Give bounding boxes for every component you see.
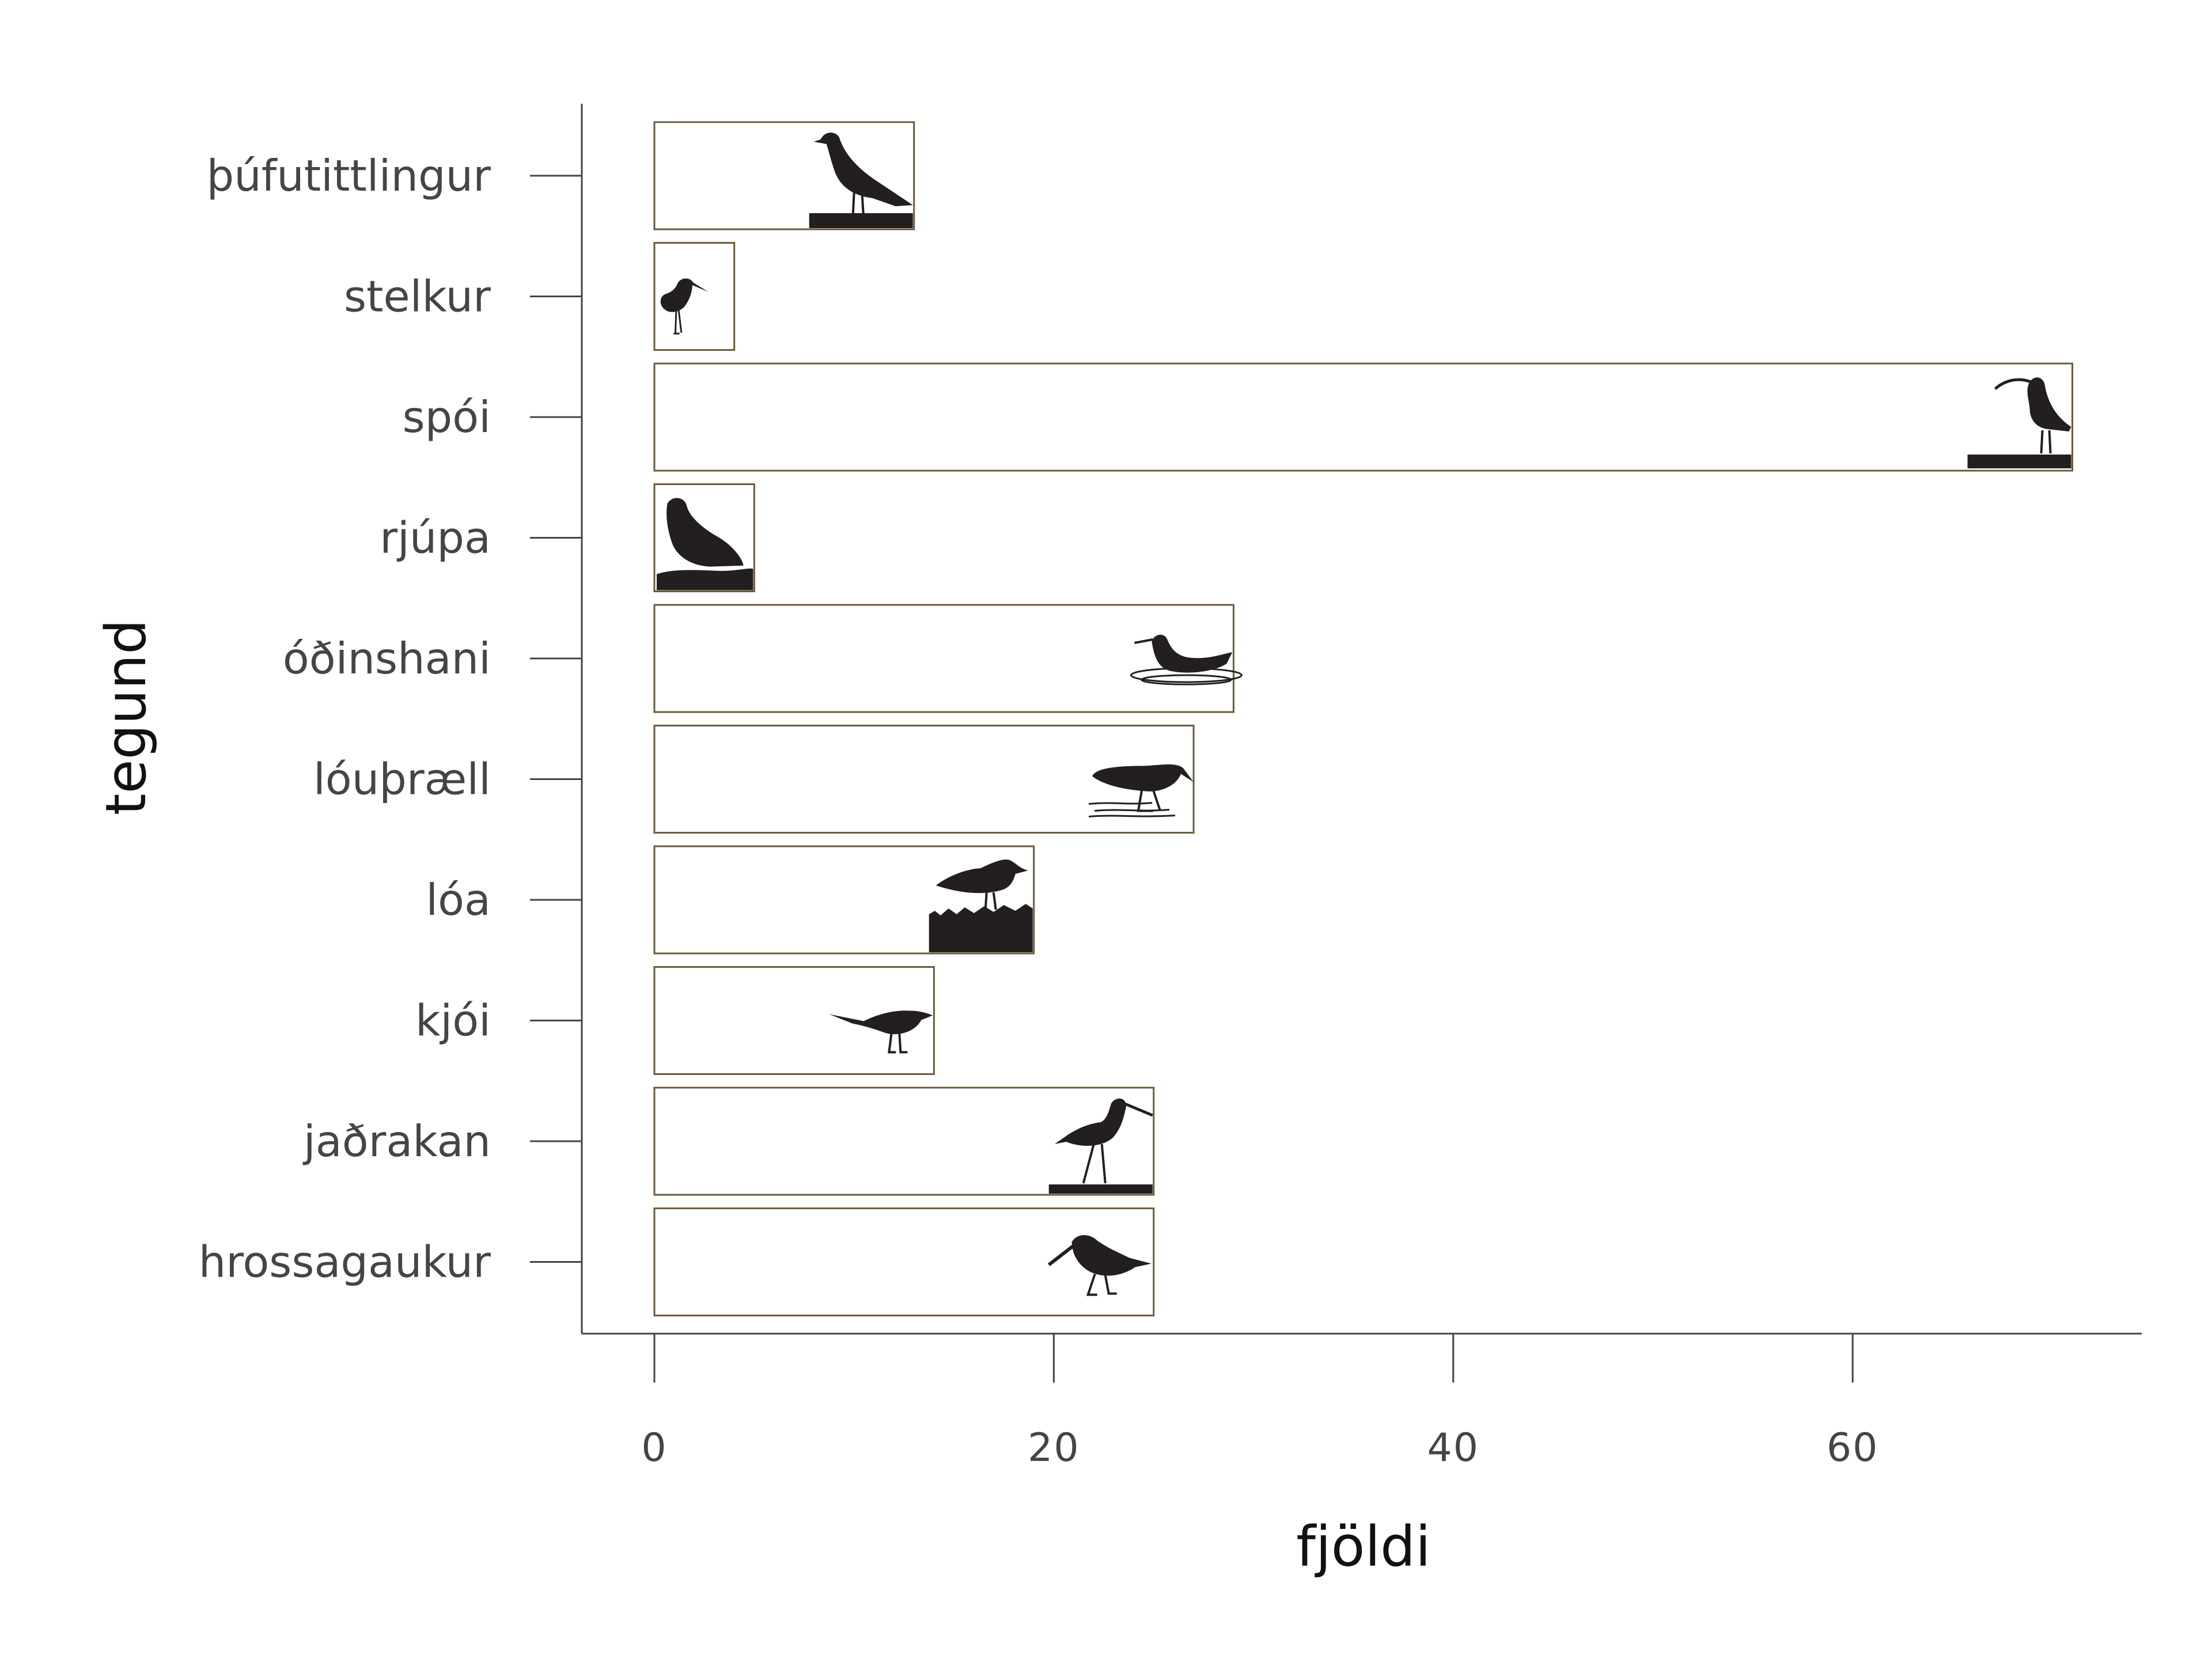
y-axis-title: tegund — [94, 619, 158, 815]
y-tick-label: kjói — [415, 995, 491, 1046]
bar — [653, 121, 915, 230]
godwit-silhouette-icon — [1048, 1098, 1153, 1194]
snipe-silhouette-icon — [1047, 1235, 1152, 1296]
x-axis-title: fjöldi — [1296, 1515, 1430, 1579]
x-tick-label: 20 — [1028, 1425, 1080, 1471]
phalarope-silhouette-icon — [1130, 634, 1243, 686]
y-tick-label: hrossagaukur — [199, 1237, 491, 1288]
bar — [653, 604, 1234, 713]
golden-plover-silhouette-icon — [929, 859, 1033, 952]
y-tick-label: þúfutittlingur — [207, 150, 491, 201]
y-tick-label: stelkur — [344, 271, 491, 322]
y-tick-label: lóa — [426, 874, 491, 925]
y-tick-label: jaðrakan — [302, 1116, 491, 1167]
bars-layer — [653, 121, 2074, 1316]
y-ticks: þúfutittlingur stelkur spói rjúpa óðinshani l… — [199, 150, 582, 1288]
ptarmigan-silhouette-icon — [657, 498, 753, 590]
y-tick-label: spói — [403, 392, 491, 442]
dunlin-silhouette-icon — [1088, 764, 1194, 817]
x-tick-label: 60 — [1827, 1425, 1879, 1471]
bar — [653, 362, 2074, 472]
whimbrel-silhouette-icon — [1967, 377, 2071, 468]
skua-silhouette-icon — [829, 1010, 933, 1054]
axes-layer — [581, 104, 2142, 1335]
x-tick-label: 0 — [641, 1425, 667, 1471]
bar — [653, 1207, 1155, 1316]
y-tick-label: rjúpa — [380, 513, 491, 563]
x-tick-label: 40 — [1427, 1425, 1480, 1471]
y-tick-label: lóuþræll — [313, 754, 491, 805]
redshank-silhouette-icon — [660, 278, 709, 335]
y-tick-label: óðinshani — [283, 633, 491, 684]
wheatear-silhouette-icon — [809, 132, 913, 228]
x-ticks: 0 20 40 60 — [641, 1334, 1879, 1471]
